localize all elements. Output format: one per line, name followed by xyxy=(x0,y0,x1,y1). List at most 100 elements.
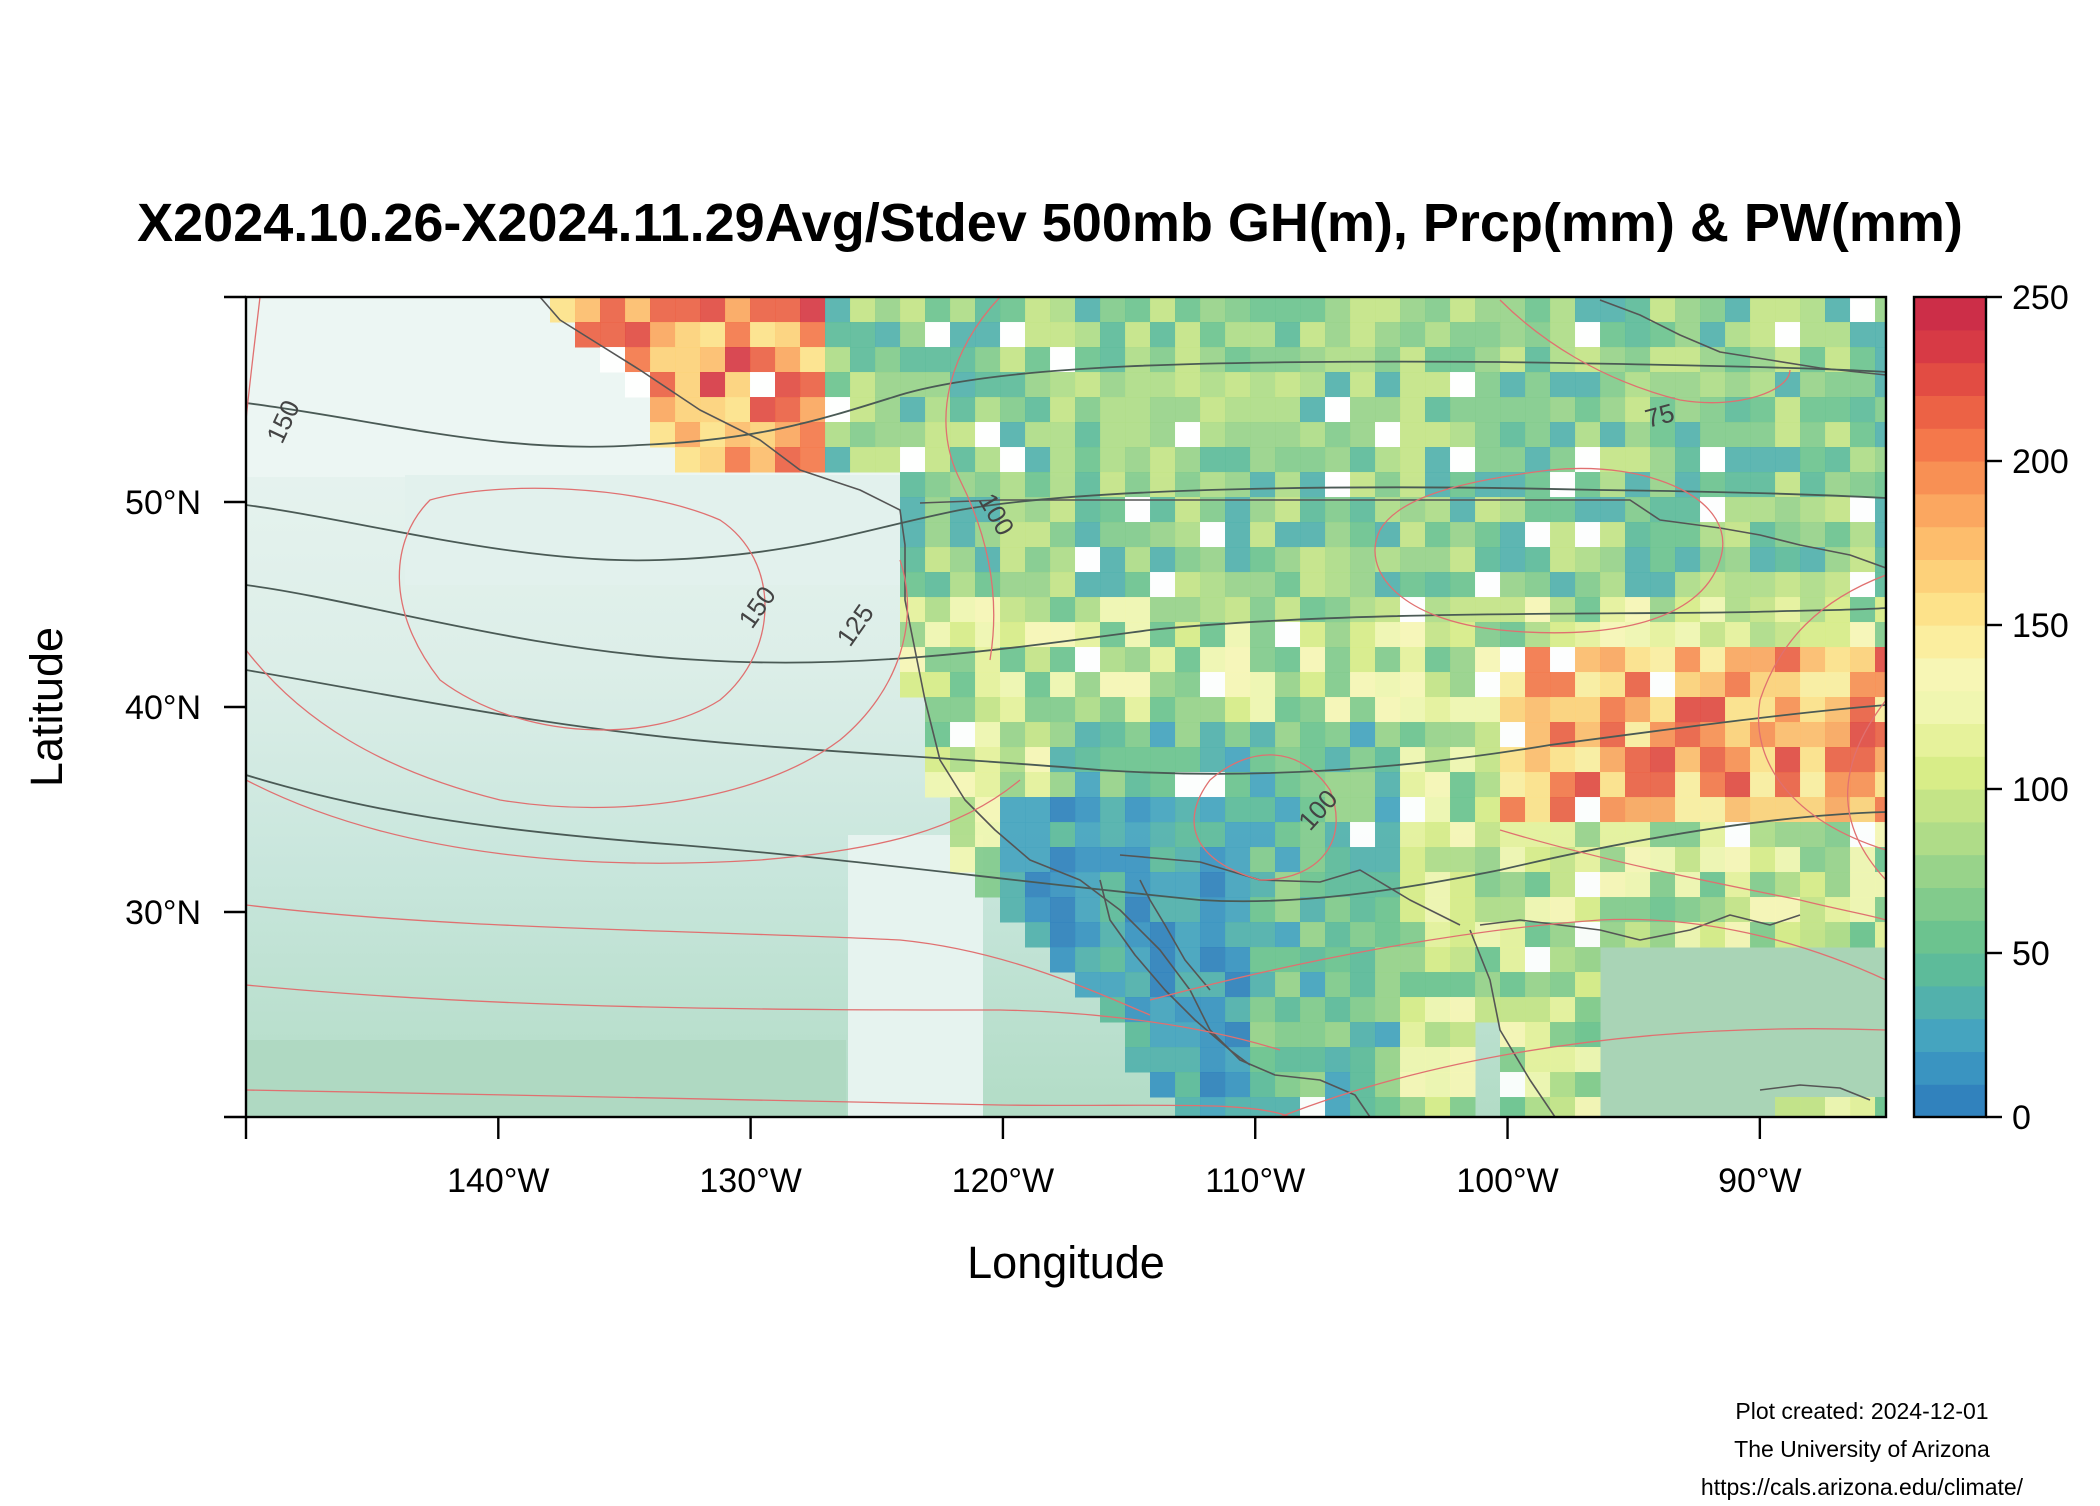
precip-cell xyxy=(1625,572,1651,598)
precip-cell xyxy=(1075,647,1101,673)
precip-cell xyxy=(1025,822,1051,848)
precip-cell xyxy=(1775,397,1801,423)
precip-cell xyxy=(1125,572,1151,598)
colorbar-swatch xyxy=(1914,625,1986,659)
precip-cell xyxy=(1050,472,1076,498)
yucatan-coast xyxy=(1759,1084,1871,1101)
precip-cell xyxy=(1850,697,1876,723)
precip-cell xyxy=(1450,547,1476,573)
precip-cell xyxy=(650,347,676,373)
precip-cell xyxy=(1575,822,1601,848)
precip-cell xyxy=(1750,822,1776,848)
precip-cell xyxy=(1700,472,1726,498)
precip-cell xyxy=(1750,522,1776,548)
precip-cell xyxy=(1225,647,1251,673)
precip-cell xyxy=(1175,1072,1201,1098)
precip-cell xyxy=(1400,647,1426,673)
precip-cell xyxy=(1625,497,1651,523)
precip-cell xyxy=(1800,922,1826,948)
precip-cell xyxy=(1225,797,1251,823)
precip-cell xyxy=(1700,622,1726,648)
precip-cell xyxy=(1350,372,1376,398)
precip-cell xyxy=(1625,397,1651,423)
precip-cell xyxy=(900,322,926,348)
precip-cell xyxy=(1600,747,1626,773)
precip-cell xyxy=(1175,872,1201,898)
precip-cell xyxy=(1375,622,1401,648)
colorbar-frame xyxy=(1912,295,1988,1119)
precip-cell xyxy=(925,322,951,348)
precip-cell xyxy=(1700,322,1726,348)
precip-cell xyxy=(1075,722,1101,748)
precip-cell xyxy=(1450,972,1476,998)
precip-cell xyxy=(1300,1047,1326,1073)
precip-cell xyxy=(1825,297,1851,323)
gulf-coastline xyxy=(1469,914,1801,1117)
precip-cell xyxy=(1100,447,1126,473)
precip-cell xyxy=(1625,847,1651,873)
precip-cell xyxy=(1775,297,1801,323)
precip-cell xyxy=(1125,1047,1151,1073)
precip-cell xyxy=(1800,847,1826,873)
precip-cell xyxy=(1575,722,1601,748)
precip-cell xyxy=(1375,922,1401,948)
precip-cell xyxy=(1450,572,1476,598)
hudson-bay-shore xyxy=(1599,299,1886,376)
precip-cell xyxy=(1350,1097,1376,1117)
precip-cell xyxy=(1175,797,1201,823)
precip-cell xyxy=(1125,847,1151,873)
precip-cell xyxy=(1750,397,1776,423)
colorbar: 0 50 100 150 200 250 xyxy=(1912,279,2069,1137)
precip-cell xyxy=(1400,372,1426,398)
precip-cell xyxy=(1200,622,1226,648)
precip-cell xyxy=(1325,897,1351,923)
precip-cell xyxy=(1550,322,1576,348)
precip-cell xyxy=(1750,322,1776,348)
precip-cell xyxy=(1700,547,1726,573)
precip-cell xyxy=(1475,522,1501,548)
precip-cell xyxy=(1450,347,1476,373)
precip-cell xyxy=(1250,872,1276,898)
precip-cell xyxy=(1475,847,1501,873)
precip-cell xyxy=(975,572,1001,598)
coastlines xyxy=(539,297,1886,1117)
precip-cell xyxy=(1275,847,1301,873)
precip-cell xyxy=(1125,747,1151,773)
precip-cell xyxy=(1475,297,1501,323)
precip-cell xyxy=(1400,622,1426,648)
precip-cell xyxy=(1450,772,1476,798)
precip-cell xyxy=(1350,922,1376,948)
precip-cell xyxy=(1550,697,1576,723)
precip-cell xyxy=(1200,372,1226,398)
precip-cell xyxy=(1000,447,1026,473)
precip-cell xyxy=(1425,347,1451,373)
colorbar-swatch xyxy=(1914,887,1986,921)
precip-cell xyxy=(775,322,801,348)
precip-cell xyxy=(1100,397,1126,423)
precip-cell xyxy=(1200,447,1226,473)
precip-cell xyxy=(1500,297,1526,323)
precip-cell xyxy=(1475,347,1501,373)
precip-cell xyxy=(1050,897,1076,923)
precip-cell xyxy=(1725,322,1751,348)
precip-cell xyxy=(1525,697,1551,723)
precip-cell xyxy=(1875,472,1886,498)
precip-cell xyxy=(1650,497,1676,523)
precip-cell xyxy=(1425,847,1451,873)
credit-url: https://cals.arizona.edu/climate/ xyxy=(1700,1474,2024,1500)
precip-cell xyxy=(1625,672,1651,698)
precip-cell xyxy=(1050,422,1076,448)
precip-cell xyxy=(1700,747,1726,773)
precip-cell xyxy=(1175,472,1201,498)
precip-cell xyxy=(1450,372,1476,398)
precip-cell xyxy=(1000,597,1026,623)
precip-cell xyxy=(1675,847,1701,873)
precip-cell xyxy=(1125,797,1151,823)
precip-cell xyxy=(1475,397,1501,423)
precip-cell xyxy=(1850,872,1876,898)
precip-cell xyxy=(1825,622,1851,648)
precip-cell xyxy=(1625,872,1651,898)
precip-cell xyxy=(1775,647,1801,673)
precip-cell xyxy=(1075,497,1101,523)
precip-cell xyxy=(1000,847,1026,873)
